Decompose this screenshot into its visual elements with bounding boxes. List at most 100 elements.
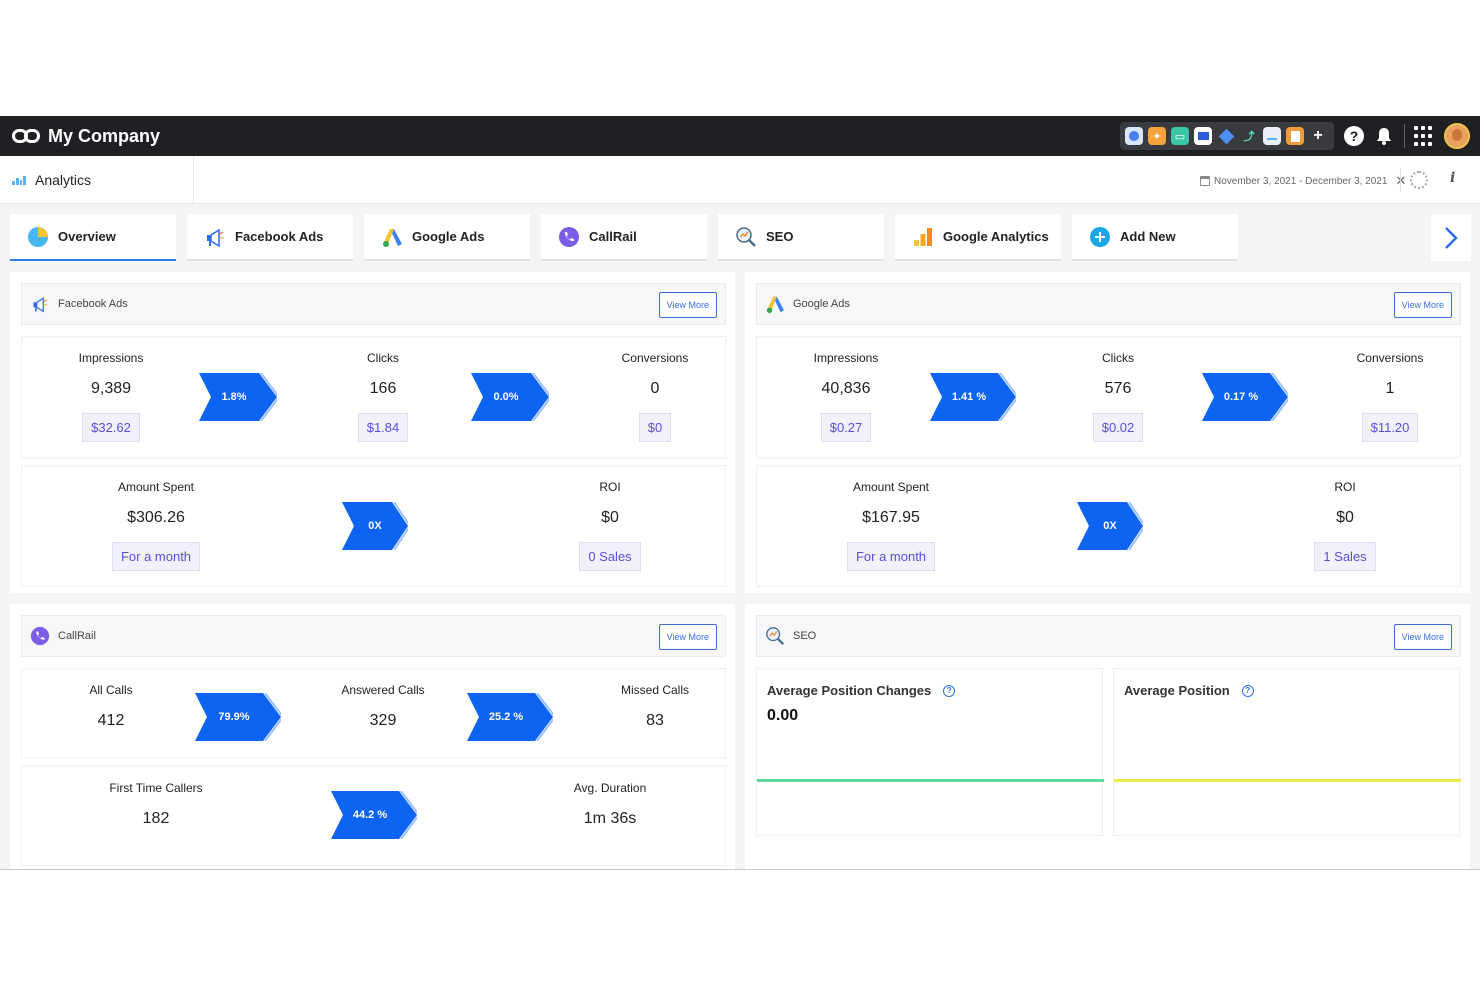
metric-value: 0 [650, 380, 660, 397]
tab-overview[interactable]: Overview [10, 214, 176, 261]
monitor-app-icon[interactable] [1194, 127, 1212, 145]
metric-label: Conversions [621, 351, 689, 365]
tab-label: Overview [58, 229, 116, 244]
rate-chevron: 79.9% [195, 693, 281, 741]
metric-value: $167.95 [862, 509, 920, 526]
metric-value: 1m 36s [583, 810, 637, 827]
cost-badge: $32.62 [82, 413, 140, 442]
google-ads-icon [765, 294, 785, 314]
panel-header: SEO View More [756, 615, 1461, 657]
metric-label: Missed Calls [620, 683, 689, 697]
company-logo-icon [12, 127, 42, 145]
rate-chevron: 44.2 % [331, 791, 417, 839]
magnifier-chart-icon [765, 626, 785, 646]
callrail-panel: CallRail View More All Calls 412 79.9% A… [10, 604, 735, 870]
app-shortcut-tray: ✦ ▭ ⤴ + [1120, 122, 1334, 150]
metric-value: 1 [1385, 380, 1395, 397]
roi-rate-value: 0X [1103, 520, 1117, 532]
metric-conversions: Conversions 0 $0 [585, 351, 725, 442]
analytics-app-icon[interactable] [1263, 127, 1281, 145]
metric-roi: ROI $0 0 Sales [540, 480, 680, 571]
calendar-app-icon[interactable]: ▭ [1171, 127, 1189, 145]
metric-label: Amount Spent [852, 480, 930, 494]
rate-chevron: 0.17 % [1202, 373, 1288, 421]
roi-row: Amount Spent $306.26 For a month 0X ROI … [21, 465, 726, 587]
funnel-row: Impressions 9,389 $32.62 1.8% Clicks 166… [21, 336, 726, 458]
apps-grid-icon[interactable] [1413, 126, 1433, 146]
tab-google-ads[interactable]: Google Ads [364, 214, 530, 261]
rate-chevron: 1.8% [199, 373, 277, 421]
avatar[interactable] [1444, 123, 1470, 149]
card-title-text: Average Position [1124, 683, 1230, 698]
date-range-text: November 3, 2021 - December 3, 2021 [1214, 175, 1388, 187]
tab-add-new[interactable]: Add New [1072, 214, 1238, 261]
help-circle-icon[interactable]: ? [943, 684, 956, 697]
rate-value: 25.2 % [488, 711, 524, 723]
panel-header: CallRail View More [21, 615, 726, 657]
tab-label: Google Analytics [943, 229, 1049, 244]
magnifier-chart-icon [735, 226, 757, 248]
date-range-picker[interactable]: November 3, 2021 - December 3, 2021 ✕ [1200, 173, 1406, 189]
metric-value: 83 [646, 712, 664, 729]
page-title: Analytics [35, 172, 92, 188]
view-more-button[interactable]: View More [658, 624, 717, 650]
roi-chevron: 0X [1077, 502, 1155, 550]
topbar-divider [1404, 124, 1405, 148]
metric-value: 412 [97, 712, 125, 729]
chrome-app-icon[interactable] [1125, 127, 1143, 145]
rate-value: 79.9% [218, 711, 250, 723]
metric-value: $306.26 [127, 509, 185, 526]
tab-label: CallRail [589, 229, 637, 244]
metric-impressions: Impressions 9,389 $32.62 [41, 351, 181, 442]
calls-row: All Calls 412 79.9% Answered Calls 329 2… [21, 668, 726, 758]
brand[interactable]: My Company [12, 126, 160, 147]
rate-value: 0.0% [493, 391, 519, 403]
facebook-ads-panel: Facebook Ads View More Impressions 9,389… [10, 272, 735, 593]
metric-amount-spent: Amount Spent $306.26 For a month [86, 480, 226, 571]
google-ads-panel: Google Ads View More Impressions 40,836 … [745, 272, 1470, 593]
tab-seo[interactable]: SEO [718, 214, 884, 261]
metric-label: Impressions [78, 351, 144, 365]
notes-app-icon[interactable] [1286, 127, 1304, 145]
rate-chevron: 25.2 % [467, 693, 553, 741]
star-app-icon[interactable]: ✦ [1148, 127, 1166, 145]
view-more-button[interactable]: View More [658, 292, 717, 318]
view-more-button[interactable]: View More [1393, 292, 1452, 318]
tab-callrail[interactable]: CallRail [541, 214, 707, 261]
help-icon[interactable]: ? [1344, 126, 1364, 146]
rate-value: 1.8% [221, 391, 247, 403]
cube-app-icon[interactable] [1217, 127, 1235, 145]
sales-badge: 0 Sales [579, 542, 641, 571]
megaphone-icon [204, 226, 226, 248]
metric-label: All Calls [89, 683, 133, 697]
app-window: My Company ✦ ▭ ⤴ + ? Analytics [0, 116, 1480, 870]
analytics-icon [12, 175, 26, 185]
help-circle-icon[interactable]: ? [1241, 684, 1254, 697]
cost-badge: $1.84 [357, 413, 409, 442]
gear-icon[interactable] [1410, 171, 1428, 189]
bell-icon[interactable] [1373, 125, 1395, 147]
cost-badge: $0 [638, 413, 672, 442]
panel-header: Facebook Ads View More [21, 283, 726, 325]
bird-app-icon[interactable]: ⤴ [1240, 127, 1258, 145]
roi-row: Amount Spent $167.95 For a month 0X ROI … [756, 465, 1461, 587]
cost-badge: $0.02 [1092, 413, 1144, 442]
metric-value: 9,389 [90, 380, 132, 397]
metric-missed-calls: Missed Calls 83 [585, 683, 725, 730]
add-app-icon[interactable]: + [1309, 127, 1327, 145]
page-bottom-edge [0, 869, 1480, 870]
info-icon[interactable]: i [1450, 170, 1456, 186]
metric-label: Clicks [367, 351, 399, 365]
tab-facebook-ads[interactable]: Facebook Ads [187, 214, 353, 261]
metric-impressions: Impressions 40,836 $0.27 [776, 351, 916, 442]
tab-google-analytics[interactable]: Google Analytics [895, 214, 1061, 261]
metric-conversions: Conversions 1 $11.20 [1320, 351, 1460, 442]
card-title: Average Position ? [1124, 683, 1254, 698]
metric-answered-calls: Answered Calls 329 [313, 683, 453, 730]
metric-label: Clicks [1102, 351, 1134, 365]
breadcrumb: Analytics [0, 156, 194, 204]
view-more-button[interactable]: View More [1393, 624, 1452, 650]
panel-title: CallRail [58, 630, 96, 642]
chevron-right-icon[interactable] [1431, 214, 1471, 261]
company-name: My Company [48, 125, 161, 146]
